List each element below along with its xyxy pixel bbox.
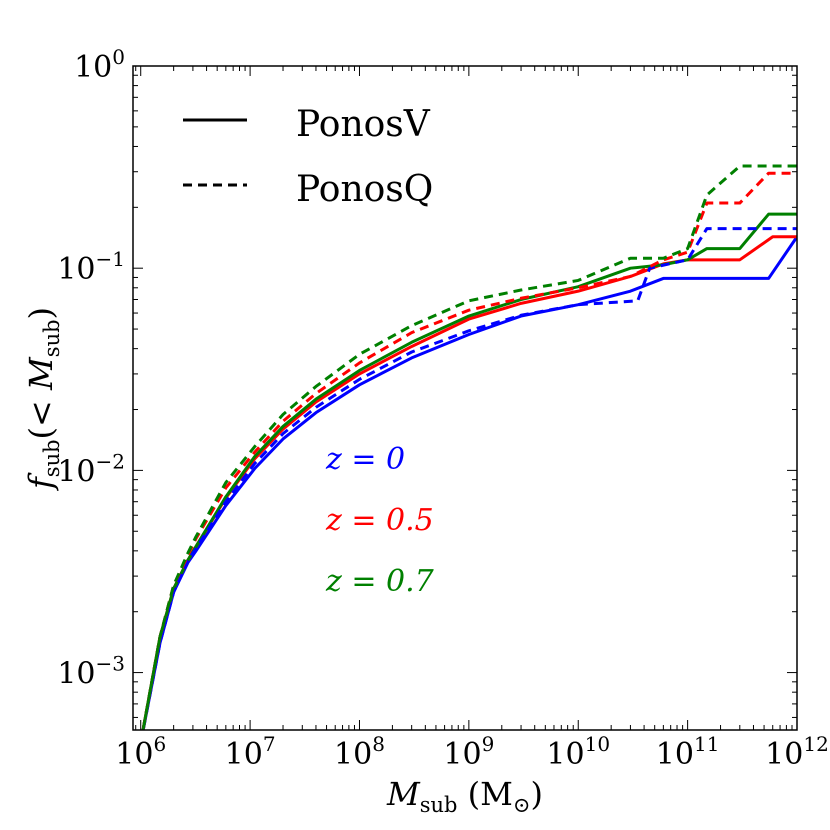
x-axis-label-unit: (M: [468, 775, 513, 813]
legend-label-ponosq: PonosQ: [296, 169, 433, 210]
annotation-z07: z = 0.7: [325, 564, 435, 599]
annotation-z05: z = 0.5: [325, 503, 434, 538]
y-axis-label-open: (<: [22, 390, 60, 439]
plot-frame: [132, 65, 798, 731]
series-layer: [141, 164, 797, 730]
series-line-ponosq-z0: [141, 227, 797, 730]
axis-ticks: [133, 65, 798, 730]
x-tick-label: 109: [443, 732, 494, 772]
x-tick-labels: 106 107 108 109 1010 1011 1012: [115, 732, 829, 772]
legend-label-ponosv: PonosV: [296, 104, 431, 145]
series-line-ponosv-z07: [141, 212, 797, 730]
y-axis-label-sub: sub: [40, 439, 64, 477]
x-axis-label-unit-close: ): [531, 775, 543, 813]
x-tick-label: 106: [115, 732, 166, 772]
annotation-z0: z = 0: [325, 442, 405, 477]
x-axis-label-sub: sub: [420, 793, 458, 817]
x-axis-label-main: M: [386, 775, 421, 813]
x-axis-label-unit-sub: ⊙: [513, 793, 531, 817]
y-axis-label: fsub(< Msub): [22, 307, 64, 491]
y-tick-label: 100: [74, 45, 125, 85]
series-line-ponosv-z0: [141, 235, 797, 730]
y-tick-label: 10−3: [57, 652, 125, 692]
y-tick-label: 10−1: [57, 247, 125, 287]
x-tick-label: 1010: [546, 732, 610, 772]
x-axis-label: Msub (M⊙): [386, 775, 543, 817]
series-line-ponosq-z07: [141, 164, 797, 730]
x-tick-label: 107: [225, 732, 276, 772]
y-tick-label: 10−2: [57, 449, 125, 489]
x-tick-label: 108: [334, 732, 385, 772]
y-axis-label-close: ): [22, 307, 60, 319]
y-axis-label-var-sub: sub: [40, 319, 64, 357]
legend: PonosV PonosQ: [183, 104, 433, 210]
x-tick-label: 1011: [656, 732, 720, 772]
y-tick-labels: 10−3 10−2 10−1 100: [57, 45, 125, 692]
x-tick-label: 1012: [765, 732, 829, 772]
y-axis-label-var: M: [22, 356, 60, 391]
